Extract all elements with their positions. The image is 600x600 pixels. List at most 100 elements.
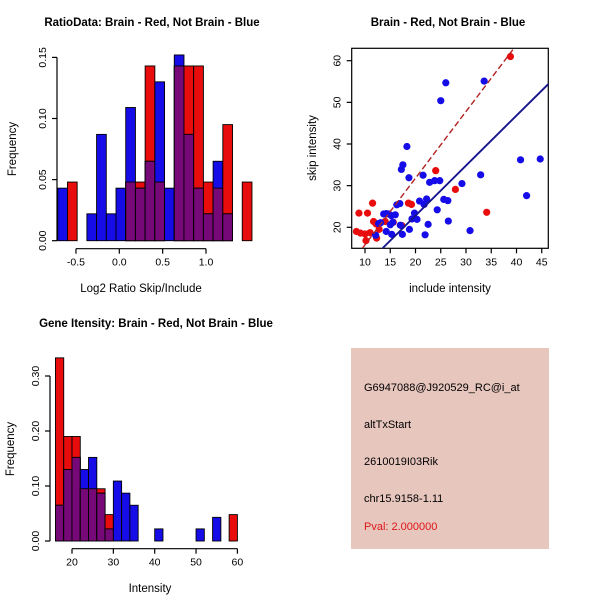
hist-bar [96,133,107,242]
notbrain-point [480,77,488,85]
x-tick-label: 20 [410,256,422,268]
hist-bar [104,528,114,542]
y-tick-label: 0.10 [37,108,49,129]
brain-point [363,209,372,217]
gene-name-text: 2610019I03Rik [364,456,439,468]
x-tick-label: 0.5 [155,257,170,269]
hist-bar [125,181,136,242]
y-tick-label: 0.10 [30,476,42,497]
x-axis-title: Intensity [129,583,172,595]
y-tick-label: 50 [332,96,344,108]
hist-bar [121,492,131,542]
locus-text: chr15.9158-1.11 [364,493,444,505]
notbrain-point [396,221,404,229]
notbrain-point [424,220,432,228]
x-axis-title: Log2 Ratio Skip/Include [80,283,201,295]
hist-bar [154,528,164,542]
notbrain-point [444,217,452,225]
hist-bar [67,181,78,242]
hist-bar [115,187,127,242]
hist-bar [55,504,65,542]
hist-bar [63,469,73,542]
notbrain-point [458,179,466,188]
hist-bar [228,514,238,542]
y-tick-label: 0.30 [30,366,42,387]
brain-point [483,208,491,216]
x-tick-label: 40 [149,557,161,569]
hist-bar [195,528,205,542]
x-tick-label: 30 [108,557,120,569]
notbrain-point [391,211,399,219]
x-tick-label: 60 [232,557,244,569]
chart-title: Brain - Red, Not Brain - Blue [371,17,526,29]
y-tick-label: 0.05 [37,169,49,190]
x-tick-label: 35 [485,256,497,268]
notbrain-point [372,231,380,239]
notbrain-point [536,155,544,163]
notbrain-point [397,165,405,174]
y-tick-label: 20 [332,221,344,233]
y-tick-label: 30 [332,180,344,192]
notbrain-point [440,195,448,203]
notbrain-point [380,210,388,218]
probe-id-text: G6947088@J920529_RC@i_at [364,382,520,394]
hist-bar [202,213,214,242]
x-tick-label: 25 [435,256,447,268]
hist-bar [154,181,166,242]
notbrain-point [436,177,444,185]
x-tick-label: -0.5 [67,257,85,269]
notbrain-point [477,171,485,179]
notbrain-point [523,192,531,200]
x-tick-label: 40 [511,256,523,268]
hist-bar [173,65,185,242]
gene-intensity-histogram-panel: Gene Itensity: Brain - Red, Not Brain - … [5,318,273,595]
hist-bar [96,492,106,542]
notbrain-point [423,195,431,203]
hist-bar [88,488,98,542]
hist-bar [105,213,117,242]
notbrain-point [516,156,525,164]
hist-bar [222,213,233,242]
notbrain-point [437,97,445,105]
hist-bar [183,133,195,242]
plot-box [351,47,549,249]
hist-bar [134,187,146,242]
brain-fit-line [361,47,515,249]
probe-info-panel: G6947088@J920529_RC@i_at altTxStart 2610… [351,348,549,549]
y-tick-label: 40 [332,138,344,150]
chart-title: Gene Itensity: Brain - Red, Not Brain - … [39,318,273,330]
notbrain-point [442,79,450,87]
hist-bar [212,516,222,542]
notbrain-point [415,197,424,205]
hist-bar [112,480,123,542]
notbrain-point [419,171,427,179]
x-tick-label: 0.0 [112,257,127,269]
x-tick-label: 45 [536,256,548,268]
y-tick-label: 0.20 [30,421,42,442]
chart-title: RatioData: Brain - Red, Not Brain - Blue [44,17,259,29]
brain-point [506,52,515,61]
y-axis-title: skip intensity [307,115,319,181]
brain-point [368,199,377,207]
hist-bar [86,213,98,242]
notbrain-point [405,225,414,233]
brain-point [362,237,370,245]
hist-bar [57,187,68,242]
notbrain-fit-line [382,83,549,249]
notbrain-point [386,221,394,229]
hist-bar [144,160,156,242]
notbrain-point [466,227,474,235]
notbrain-point [398,230,406,238]
y-axis-title: Frequency [5,422,17,477]
y-axis-title: Frequency [7,122,19,177]
hist-bar [241,181,253,242]
notbrain-point [433,206,441,214]
x-tick-label: 15 [384,256,396,268]
brain-point [432,167,440,175]
notbrain-point [403,142,411,151]
pval-text: Pval: 2.000000 [364,521,438,533]
hist-bar [193,187,204,242]
y-tick-label: 0.00 [37,230,49,251]
brain-point [375,225,383,233]
x-axis-title: include intensity [409,283,491,295]
